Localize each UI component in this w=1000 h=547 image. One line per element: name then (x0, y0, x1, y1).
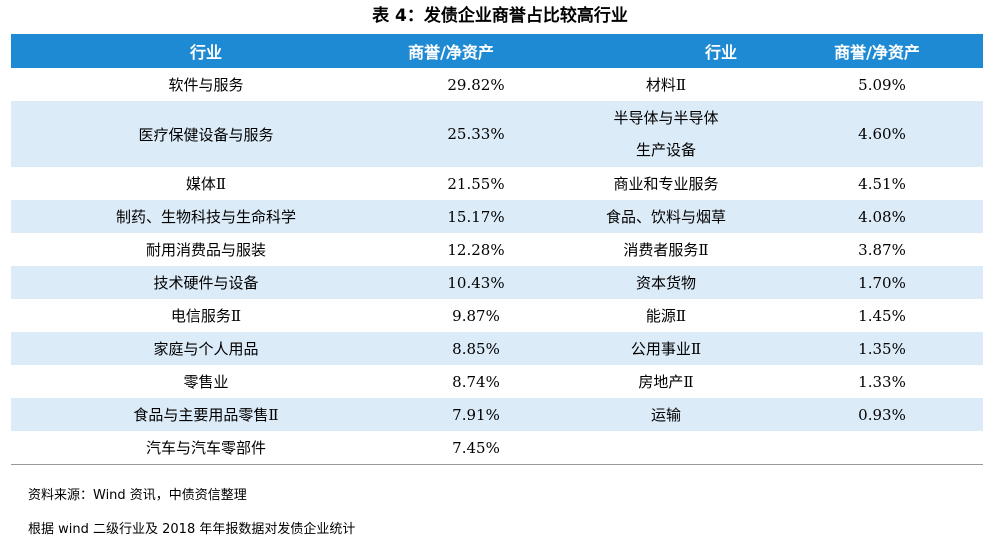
header-ratio-right: 商誉/净资产 (781, 34, 983, 68)
industry-left-cell: 制药、生物科技与生命科学 (11, 200, 401, 233)
table-row: 制药、生物科技与生命科学 15.17% 食品、饮料与烟草 4.08% (11, 200, 983, 233)
ratio-right-cell: 1.35% (781, 332, 983, 365)
industry-right-cell: 能源Ⅱ (551, 299, 781, 332)
industry-right-cell: 房地产Ⅱ (551, 365, 781, 398)
industry-left-cell: 家庭与个人用品 (11, 332, 401, 365)
industry-right-line: 资本货物 (635, 273, 696, 292)
ratio-left-cell: 10.43% (401, 266, 551, 299)
ratio-right-cell: 4.51% (858, 174, 906, 193)
industry-right-line: 半导体与半导体 (613, 109, 719, 127)
basis-note: 根据 wind 二级行业及 2018 年年报数据对发债企业统计 (28, 522, 356, 537)
industry-right-line: 消费者服务Ⅱ (623, 240, 709, 259)
industry-right-line: 能源Ⅱ (645, 306, 687, 325)
header-industry-left: 行业 (11, 34, 401, 68)
source-note: 资料来源：Wind 资讯，中债资信整理 (28, 488, 247, 503)
ratio-right-cell: 4.08% (781, 200, 983, 233)
industry-right-cell: 商业和专业服务 (551, 167, 781, 200)
ratio-right-cell (781, 431, 983, 465)
ratio-left-cell: 29.82% (447, 75, 505, 94)
industry-right-cell: 半导体与半导体 生产设备 (551, 101, 781, 167)
ratio-left-cell: 15.17% (401, 200, 551, 233)
table-row: 家庭与个人用品 8.85% 公用事业Ⅱ 1.35% (11, 332, 983, 365)
table-row: 软件与服务 29.82% 材料Ⅱ 5.09% (11, 68, 983, 101)
ratio-right-cell: 4.60% (781, 101, 983, 167)
header-industry-right: 行业 (551, 34, 781, 68)
ratio-right-cell: 0.93% (781, 398, 983, 431)
industry-right-line: 生产设备 (635, 141, 696, 159)
industry-right-cell (551, 431, 781, 465)
industry-right-cell: 公用事业Ⅱ (551, 332, 781, 365)
table-body: 软件与服务 29.82% 材料Ⅱ 5.09% 医疗保健设备与服务 25.33% 半导体与半导… (11, 68, 983, 465)
goodwill-ratio-table: 行业 商誉/净资产 行业 商誉/净资产 软件与服务 29.82% 材料Ⅱ 5.09% 医… (11, 34, 983, 465)
ratio-left-cell: 8.74% (452, 372, 500, 391)
table-title: 表 4：发债企业商誉占比较高行业 (372, 6, 628, 26)
industry-left-cell: 汽车与汽车零部件 (11, 431, 401, 465)
header-row: 行业 商誉/净资产 行业 商誉/净资产 (11, 34, 983, 68)
table-row: 电信服务Ⅱ 9.87% 能源Ⅱ 1.45% (11, 299, 983, 332)
ratio-left-cell: 12.28% (447, 240, 505, 259)
header-ratio-left: 商誉/净资产 (401, 34, 551, 68)
ratio-left-cell: 9.87% (452, 306, 500, 325)
ratio-left-cell: 7.91% (401, 398, 551, 431)
industry-left-cell: 食品与主要用品零售Ⅱ (11, 398, 401, 431)
table-row: 汽车与汽车零部件 7.45% (11, 431, 983, 465)
ratio-right-cell: 1.33% (858, 372, 906, 391)
ratio-right-cell: 1.70% (781, 266, 983, 299)
industry-left-cell: 技术硬件与设备 (11, 266, 401, 299)
ratio-right-cell: 3.87% (858, 240, 906, 259)
table-row: 医疗保健设备与服务 25.33% 半导体与半导体 生产设备 4.60% (11, 101, 983, 167)
table-row: 技术硬件与设备 10.43% 资本货物 1.70% (11, 266, 983, 299)
table-row: 食品与主要用品零售Ⅱ 7.91% 运输 0.93% (11, 398, 983, 431)
industry-right-line: 房地产Ⅱ (638, 372, 694, 391)
industry-left-cell: 耐用消费品与服装 (145, 241, 266, 259)
industry-right-line: 公用事业Ⅱ (630, 339, 702, 358)
industry-right-cell: 食品、饮料与烟草 (551, 200, 781, 233)
ratio-left-cell: 25.33% (401, 101, 551, 167)
industry-right-line: 食品、饮料与烟草 (605, 207, 726, 226)
table-row: 媒体Ⅱ 21.55% 商业和专业服务 4.51% (11, 167, 983, 200)
table-row: 零售业 8.74% 房地产Ⅱ 1.33% (11, 365, 983, 398)
industry-left-cell: 媒体Ⅱ (185, 175, 227, 193)
industry-right-line: 运输 (650, 405, 681, 424)
ratio-left-cell: 21.55% (447, 174, 505, 193)
industry-right-cell: 材料Ⅱ (551, 68, 781, 101)
ratio-right-cell: 5.09% (858, 75, 906, 94)
ratio-left-cell: 8.85% (401, 332, 551, 365)
industry-right-line: 商业和专业服务 (613, 174, 719, 193)
industry-left-cell: 电信服务Ⅱ (170, 307, 242, 325)
industry-right-cell: 运输 (551, 398, 781, 431)
industry-right-cell: 资本货物 (551, 266, 781, 299)
industry-right-line: 材料Ⅱ (645, 75, 687, 94)
table-row: 耐用消费品与服装 12.28% 消费者服务Ⅱ 3.87% (11, 233, 983, 266)
industry-left-cell: 零售业 (183, 373, 229, 391)
industry-left-cell: 软件与服务 (168, 76, 244, 94)
industry-right-cell: 消费者服务Ⅱ (551, 233, 781, 266)
industry-left-cell: 医疗保健设备与服务 (11, 101, 401, 167)
ratio-left-cell: 7.45% (401, 431, 551, 465)
ratio-right-cell: 1.45% (858, 306, 906, 325)
